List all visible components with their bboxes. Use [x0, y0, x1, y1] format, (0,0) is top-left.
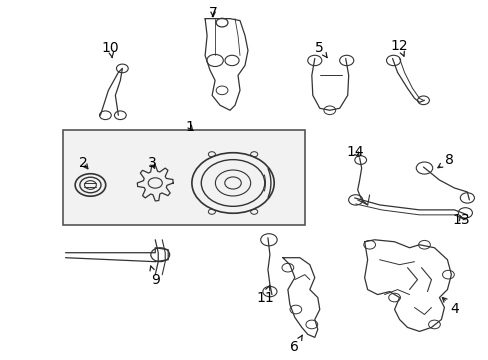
Text: 11: 11: [256, 285, 273, 305]
Text: 3: 3: [147, 156, 156, 170]
Text: 8: 8: [437, 153, 453, 168]
Text: 14: 14: [346, 145, 364, 159]
Text: 12: 12: [390, 39, 407, 56]
Text: 5: 5: [315, 41, 326, 58]
Text: 7: 7: [208, 6, 217, 20]
Text: 1: 1: [185, 120, 194, 134]
Bar: [62, 130, 304, 225]
Text: 13: 13: [452, 213, 469, 227]
Text: 9: 9: [150, 266, 160, 287]
Text: 2: 2: [79, 156, 88, 170]
Text: 4: 4: [442, 297, 458, 316]
Text: 10: 10: [102, 41, 119, 58]
Text: 6: 6: [290, 335, 302, 354]
